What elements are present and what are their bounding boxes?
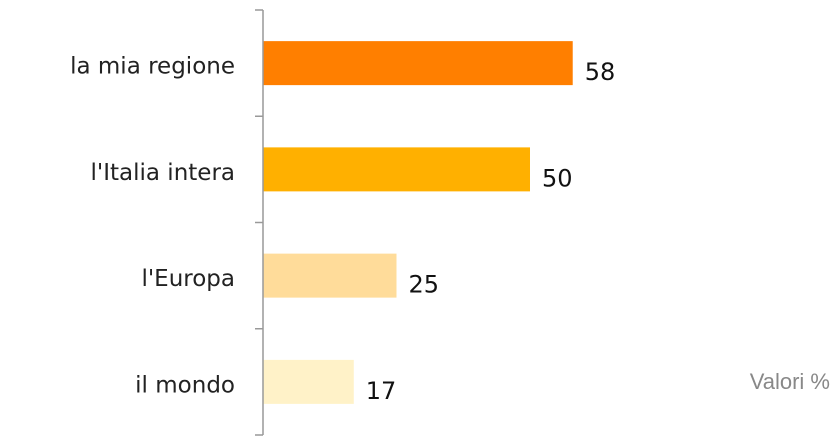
category-label: la mia regione: [70, 54, 235, 80]
annotation: Valori %: [750, 369, 830, 394]
category-label: il mondo: [135, 372, 235, 398]
value-label: 50: [542, 164, 573, 192]
value-label: 17: [366, 377, 397, 405]
category-label: l'Europa: [141, 266, 235, 292]
bar: [263, 147, 530, 192]
value-label: 58: [585, 58, 616, 86]
value-label: 25: [409, 271, 440, 299]
bar: [263, 41, 573, 86]
category-label: l'Italia intera: [91, 160, 235, 186]
bar: [263, 253, 397, 298]
bar: [263, 359, 354, 404]
